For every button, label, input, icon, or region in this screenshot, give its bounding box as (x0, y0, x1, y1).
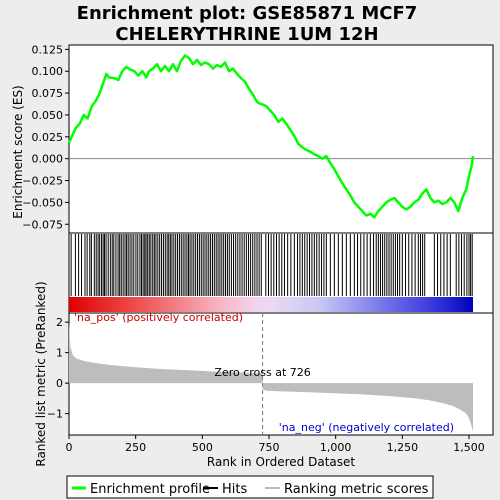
zero-cross-label: Zero cross at 726 (214, 366, 310, 379)
x-tick-label: 1,250 (387, 441, 419, 454)
es-y-tick-label: 0.050 (32, 109, 64, 122)
es-y-axis: −0.075 −0.050 −0.025 0.000 0.025 0.050 0.075 0.… (22, 43, 69, 231)
positive-correlation-label: 'na_pos' (positively correlated) (74, 311, 243, 324)
x-tick-label: 1,000 (320, 441, 352, 454)
ranked-y-tick-label: −1 (47, 408, 63, 421)
ranking-heat-bar (69, 297, 473, 312)
ranked-y-axis-label: Ranked list metric (PreRanked) (34, 281, 48, 466)
legend-label-ranking: Ranking metric scores (284, 482, 429, 497)
x-axis: 0 250 500 750 1,000 1,250 1,500 (66, 435, 485, 454)
es-y-tick-label: 0.100 (32, 65, 64, 78)
es-panel (68, 44, 494, 234)
ranked-y-tick-label: 0 (56, 377, 63, 390)
legend-label-hits: Hits (222, 482, 247, 497)
legend-label-enrichment: Enrichment profile (90, 482, 210, 497)
es-y-tick-label: 0.000 (32, 153, 64, 166)
hit-marks (70, 234, 473, 296)
x-tick-label: 750 (259, 441, 280, 454)
ranked-y-tick-label: 1 (56, 347, 63, 360)
x-axis-label: Rank in Ordered Dataset (207, 455, 355, 469)
chart-title-line-2: CHELERYTHRINE 1UM 12H (115, 24, 378, 45)
ranked-y-axis: −1 0 1 2 (47, 316, 69, 421)
es-y-tick-label: −0.075 (22, 218, 63, 231)
chart-title-line-1: Enrichment plot: GSE85871 MCF7 (77, 3, 418, 24)
enrichment-profile-line (67, 54, 475, 219)
x-tick-label: 500 (192, 441, 213, 454)
negative-correlation-label: 'na_neg' (negatively correlated) (279, 421, 454, 434)
es-y-tick-label: −0.025 (22, 175, 63, 188)
es-y-tick-label: 0.025 (32, 131, 64, 144)
legend (66, 475, 434, 499)
ranked-y-tick-label: 2 (56, 316, 63, 329)
ranking-metric-area (69, 322, 473, 432)
es-y-axis-label: Enrichment score (ES) (11, 85, 25, 218)
x-tick-label: 250 (125, 441, 146, 454)
x-tick-label: 1,500 (453, 441, 485, 454)
es-y-tick-label: −0.050 (22, 196, 63, 209)
es-y-tick-label: 0.075 (32, 87, 64, 100)
es-y-tick-label: 0.125 (32, 43, 64, 56)
x-tick-label: 0 (66, 441, 73, 454)
